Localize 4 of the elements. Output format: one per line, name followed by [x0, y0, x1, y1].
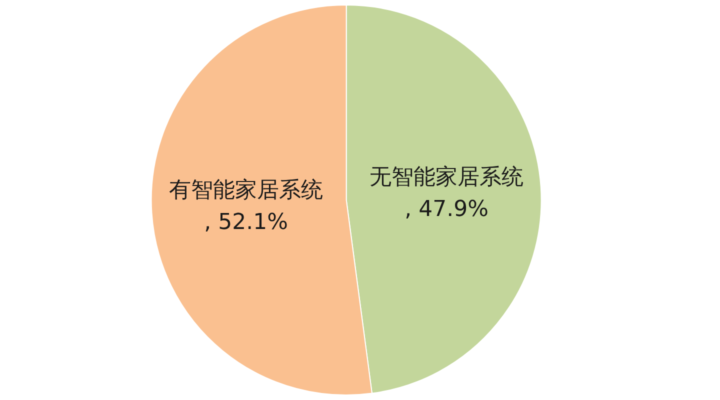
data-label: , 52.1%: [204, 210, 288, 236]
slice-label: 有智能家居系统: [169, 178, 324, 204]
slice-label: 无智能家居系统: [370, 164, 524, 190]
data-label: , 47.9%: [404, 196, 489, 222]
